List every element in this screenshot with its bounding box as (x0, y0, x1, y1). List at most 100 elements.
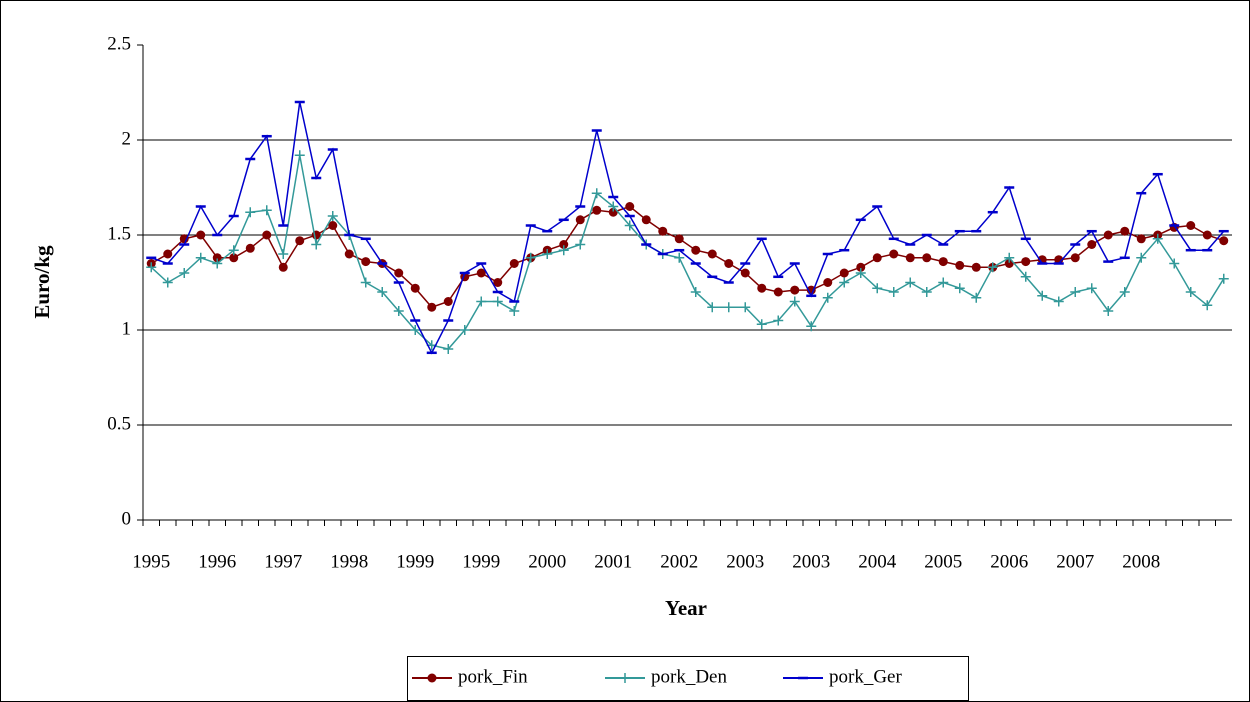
x-tick-label: 2002 (660, 551, 698, 572)
point (1086, 283, 1097, 294)
x-tick-label: 1999 (462, 551, 500, 572)
y-tick-label: 1 (122, 318, 132, 339)
y-tick-label: 2 (122, 128, 132, 149)
point (311, 239, 322, 250)
point (575, 239, 586, 250)
point (542, 249, 553, 259)
point (658, 226, 668, 236)
y-axis-title: Euro/kg (30, 245, 54, 319)
series-line (150, 155, 1225, 350)
point (905, 277, 916, 288)
point (1202, 300, 1213, 311)
point (410, 283, 420, 293)
point (228, 245, 239, 256)
point (294, 150, 305, 161)
point (476, 268, 486, 278)
point (790, 285, 800, 295)
point (674, 234, 684, 244)
point (262, 230, 272, 240)
point (558, 245, 569, 256)
point (757, 283, 767, 293)
point (872, 253, 882, 263)
legend-label: pork_Den (651, 666, 727, 687)
point (394, 268, 404, 278)
legend-marker (427, 673, 437, 683)
series (146, 100, 1229, 355)
point (740, 268, 750, 278)
point (608, 201, 619, 212)
point (723, 302, 734, 313)
point (1037, 290, 1048, 301)
point (261, 205, 272, 216)
point (822, 292, 833, 303)
x-tick-label: 1998 (330, 551, 368, 572)
point (525, 252, 536, 263)
point (691, 245, 701, 255)
point (509, 259, 519, 268)
point (179, 268, 190, 278)
x-tick-label: 2005 (924, 551, 962, 572)
point (245, 207, 256, 218)
x-tick-label: 2006 (990, 551, 1028, 572)
point (674, 252, 685, 263)
legend-label: pork_Ger (829, 666, 902, 687)
point (1202, 230, 1212, 240)
point (492, 296, 503, 307)
y-tick-label: 2.5 (107, 33, 131, 54)
point (724, 259, 734, 268)
x-tick-label: 1996 (198, 551, 236, 572)
point (921, 287, 932, 297)
point (509, 306, 520, 316)
point (1136, 252, 1147, 263)
x-tick-label: 2003 (792, 551, 830, 572)
point (938, 257, 948, 267)
x-tick-label: 2008 (1122, 551, 1160, 572)
point (575, 215, 585, 225)
x-tick-label: 1999 (396, 551, 434, 572)
y-tick-label: 1.5 (107, 223, 131, 244)
point (756, 319, 767, 330)
point (641, 215, 651, 225)
point (1070, 253, 1080, 263)
point (690, 287, 701, 297)
legend-marker (620, 673, 630, 683)
point (707, 249, 717, 259)
point (459, 325, 470, 335)
point (1087, 240, 1097, 249)
x-axis-title: Year (665, 596, 707, 620)
point (163, 249, 173, 259)
point (1037, 255, 1047, 265)
x-tick-label: 2001 (594, 551, 632, 572)
point (162, 277, 173, 288)
point (625, 202, 635, 211)
point (954, 283, 965, 294)
point (1021, 257, 1031, 267)
point (592, 205, 602, 215)
x-tick-label: 2004 (858, 551, 897, 572)
point (212, 258, 223, 269)
point (377, 287, 388, 297)
x-tick-label: 1995 (132, 551, 170, 572)
point (971, 292, 982, 303)
x-tick-label: 1997 (264, 551, 302, 572)
point (1020, 271, 1031, 282)
point (327, 211, 338, 221)
point (1218, 273, 1229, 284)
series (146, 202, 1229, 312)
point (1186, 221, 1196, 230)
point (806, 321, 817, 332)
point (196, 230, 206, 240)
point (361, 257, 371, 267)
point (476, 296, 487, 307)
point (443, 297, 453, 306)
point (443, 344, 454, 354)
y-tick-label: 0 (122, 508, 132, 529)
point (559, 240, 569, 249)
point (1103, 306, 1114, 316)
point (1070, 287, 1081, 297)
point (773, 315, 784, 326)
point (839, 277, 850, 288)
point (1119, 287, 1130, 297)
point (1152, 233, 1163, 244)
point (707, 302, 718, 313)
